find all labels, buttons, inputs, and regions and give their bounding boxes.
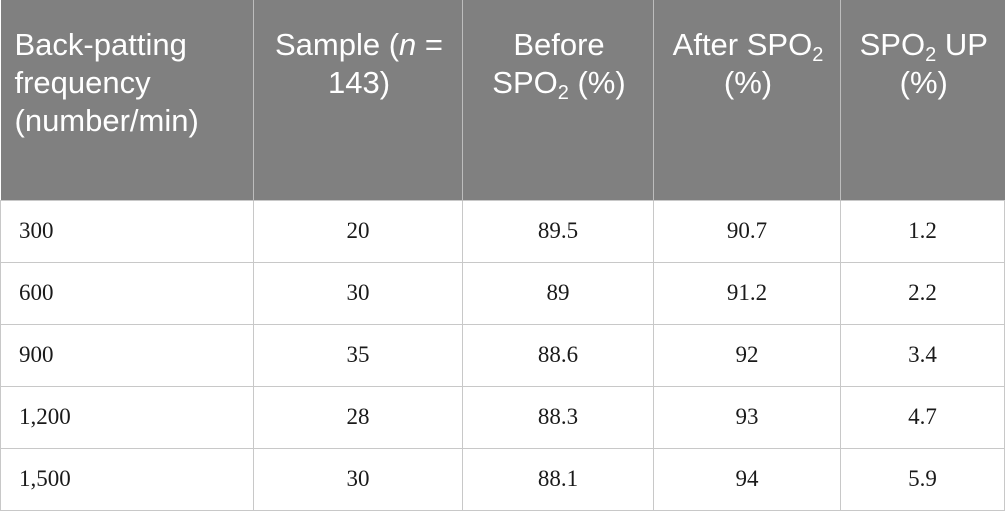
header-text: Back-patting frequency (number/min) (14, 27, 199, 138)
table-cell: 94 (653, 447, 841, 511)
table-body: 300 20 89.5 90.7 1.2 600 30 89 91.2 2.2 900 35 88.6 9… (0, 199, 1005, 511)
header-cell: SPO2 UP (%) (840, 0, 1005, 200)
header-text: (%) (568, 65, 626, 100)
table-cell: 1,500 (0, 447, 254, 511)
table-cell: 4.7 (840, 385, 1005, 449)
table-cell: 92 (653, 323, 841, 387)
header-row: Back-patting frequency (number/min) Sampl… (0, 0, 1005, 200)
table-cell: 30 (253, 261, 463, 325)
table-row: 300 20 89.5 90.7 1.2 (0, 199, 1005, 263)
table-cell: 600 (0, 261, 254, 325)
table-cell: 89 (462, 261, 654, 325)
header-text: = 143) (327, 27, 443, 100)
table-cell: 28 (253, 385, 463, 449)
table-cell: 30 (253, 447, 463, 511)
table-cell: 20 (253, 199, 463, 263)
table-cell: 90.7 (653, 199, 841, 263)
table-row: 1,200 28 88.3 93 4.7 (0, 385, 1005, 449)
header-text: SPO (859, 27, 926, 62)
header-text: UP (%) (899, 27, 988, 100)
header-text: 2 (557, 82, 569, 104)
table-row: 600 30 89 91.2 2.2 (0, 261, 1005, 325)
header-cell: Back-patting frequency (number/min) (0, 0, 254, 200)
header-cell: After SPO2 (%) (653, 0, 841, 200)
header-cell: Before SPO2 (%) (462, 0, 654, 200)
table-cell: 1,200 (0, 385, 254, 449)
table-cell: 93 (653, 385, 841, 449)
table-cell: 88.6 (462, 323, 654, 387)
table-cell: 3.4 (840, 323, 1005, 387)
table-cell: 91.2 (653, 261, 841, 325)
table-cell: 1.2 (840, 199, 1005, 263)
header-cell: Sample (n = 143) (253, 0, 463, 200)
data-table: Back-patting frequency (number/min) Sampl… (0, 0, 1005, 511)
header-text: Sample ( (274, 27, 400, 62)
table-cell: 35 (253, 323, 463, 387)
table-cell: 900 (0, 323, 254, 387)
header-text: 2 (812, 44, 824, 66)
table-cell: 88.1 (462, 447, 654, 511)
table-cell: 2.2 (840, 261, 1005, 325)
table-cell: 89.5 (462, 199, 654, 263)
table-row: 1,500 30 88.1 94 5.9 (0, 447, 1005, 511)
table-cell: 5.9 (840, 447, 1005, 511)
header-text: (%) (723, 65, 773, 100)
table-cell: 88.3 (462, 385, 654, 449)
header-text: 2 (925, 44, 937, 66)
table-row: 900 35 88.6 92 3.4 (0, 323, 1005, 387)
header-text: n (399, 27, 417, 62)
table-cell: 300 (0, 199, 254, 263)
header-text: After SPO (672, 27, 813, 62)
header-text: Before SPO (492, 27, 605, 100)
